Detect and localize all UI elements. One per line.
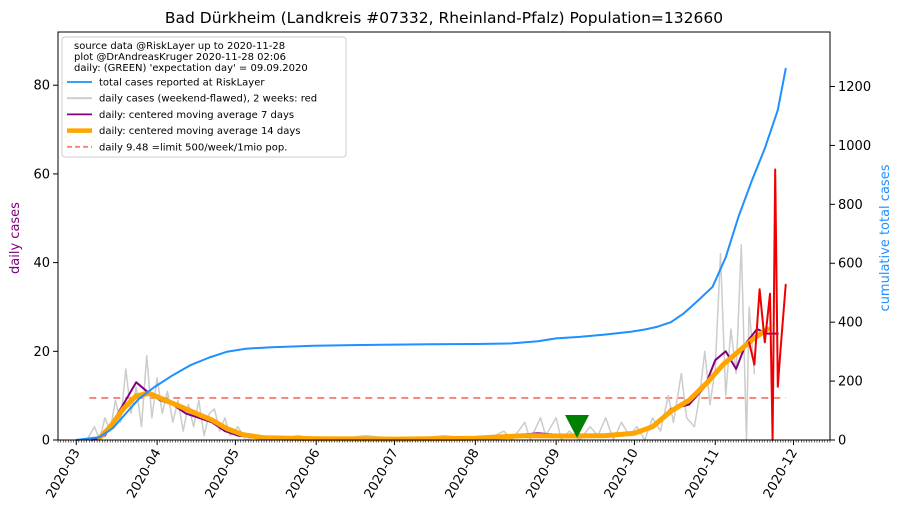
x-tick-label-5: 2020-08 <box>443 447 483 502</box>
legend-info-line-1: plot @DrAndreasKruger 2020-11-28 02:06 <box>74 52 286 63</box>
y-left-tick-label-2: 40 <box>33 256 50 271</box>
y-axis-label-left: daily cases <box>8 202 23 274</box>
x-tick-label-4: 2020-07 <box>362 447 402 502</box>
x-tick-label-1: 2020-04 <box>124 447 164 502</box>
series-line-2 <box>748 168 787 441</box>
y-left-tick-label-0: 0 <box>42 434 50 449</box>
x-tick-label-9: 2020-12 <box>761 447 801 502</box>
legend-info-line-0: source data @RiskLayer up to 2020-11-28 <box>74 41 285 52</box>
y-right-tick-label-2: 400 <box>838 316 863 331</box>
y-axis-label-right: cumulative total cases <box>878 164 893 311</box>
x-tick-label-6: 2020-09 <box>523 447 563 502</box>
x-tick-label-3: 2020-06 <box>284 447 324 502</box>
legend-label-3: daily: centered moving average 14 days <box>99 126 300 137</box>
y-right-tick-label-3: 600 <box>838 257 863 272</box>
y-left-tick-label-4: 80 <box>33 79 50 94</box>
legend-label-0: total cases reported at RiskLayer <box>99 78 265 89</box>
x-tick-label-0: 2020-03 <box>44 447 84 502</box>
series-line-4 <box>97 326 770 442</box>
legend-label-4: daily 9.48 =limit 500/week/1mio pop. <box>99 142 287 153</box>
y-right-tick-label-5: 1000 <box>838 139 871 154</box>
legend-label-1: daily cases (weekend-flawed), 2 weeks: r… <box>99 94 317 105</box>
legend-box <box>61 36 347 158</box>
y-right-tick-label-0: 0 <box>838 434 846 449</box>
expectation-day-marker <box>565 415 590 438</box>
y-right-tick-label-6: 1200 <box>838 80 871 95</box>
series-line-0 <box>75 67 787 441</box>
x-tick-label-2: 2020-05 <box>203 447 243 502</box>
y-right-tick-label-4: 800 <box>838 198 863 213</box>
x-tick-label-8: 2020-11 <box>683 447 723 502</box>
legend-label-2: daily: centered moving average 7 days <box>99 110 294 121</box>
y-left-tick-label-1: 20 <box>33 345 50 360</box>
chart-title: Bad Dürkheim (Landkreis #07332, Rheinlan… <box>165 9 723 27</box>
y-left-tick-label-3: 60 <box>33 167 50 182</box>
y-right-tick-label-1: 200 <box>838 375 863 390</box>
legend-info-line-2: daily: (GREEN) 'expectation day' = 09.09… <box>74 63 308 74</box>
x-tick-label-7: 2020-10 <box>602 447 642 502</box>
